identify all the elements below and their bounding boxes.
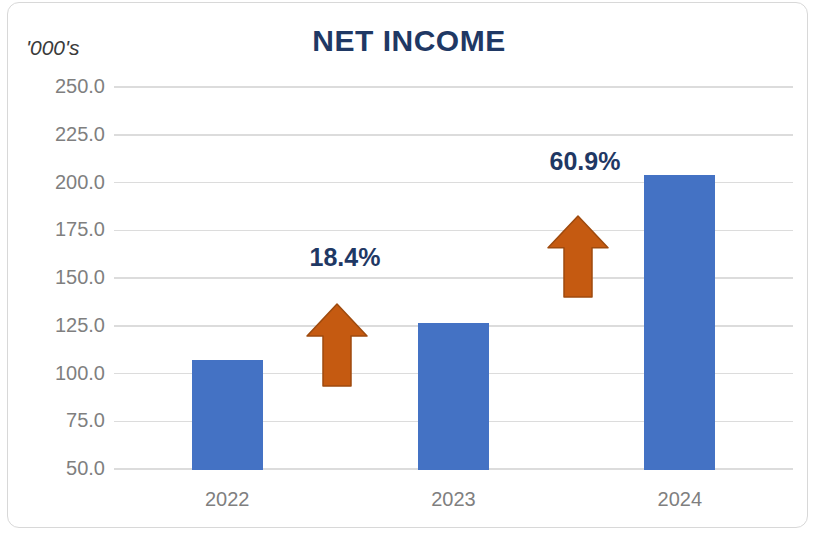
x-axis-label-2022: 2022 (167, 488, 287, 511)
growth-arrow-icon (306, 303, 368, 387)
y-tick-label: 125.0 (29, 314, 105, 337)
y-tick-label: 175.0 (29, 218, 105, 241)
bar-2024 (644, 175, 715, 470)
x-axis-label-2023: 2023 (394, 488, 514, 511)
y-tick-label: 75.0 (29, 409, 105, 432)
gridline (114, 86, 793, 88)
net-income-chart: '000's NET INCOME 250.0225.0200.0175.015… (0, 0, 818, 536)
growth-arrow-icon (547, 215, 609, 298)
x-axis-label-2024: 2024 (620, 488, 740, 511)
y-tick-label: 150.0 (29, 266, 105, 289)
bar-2022 (192, 360, 263, 470)
growth-percent-label: 18.4% (275, 243, 415, 272)
y-tick-label: 250.0 (29, 75, 105, 98)
growth-percent-label: 60.9% (515, 147, 655, 176)
chart-title: NET INCOME (0, 24, 818, 58)
y-tick-label: 100.0 (29, 362, 105, 385)
y-tick-label: 225.0 (29, 123, 105, 146)
bar-2023 (418, 323, 489, 470)
gridline (114, 134, 793, 136)
y-tick-label: 200.0 (29, 171, 105, 194)
y-tick-label: 50.0 (29, 457, 105, 480)
